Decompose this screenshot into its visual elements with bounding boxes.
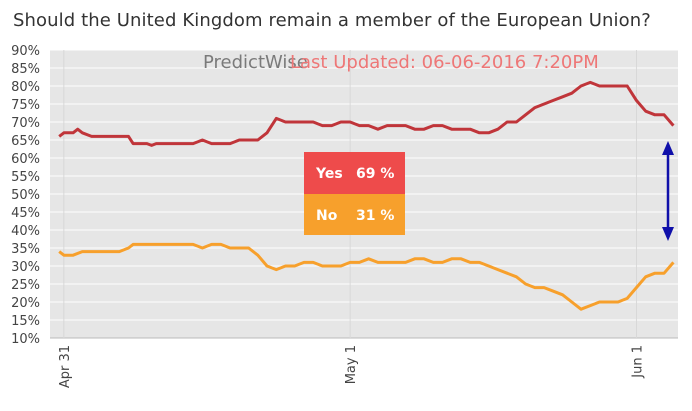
last-updated-label: Last Updated: 06-06-2016 7:20PM: [290, 52, 599, 73]
y-tick-label: 15%: [11, 314, 40, 329]
y-tick-label: 10%: [11, 332, 40, 347]
x-tick-label: May 1: [344, 345, 359, 384]
yes-box-background: [304, 152, 405, 194]
no-value: 31 %: [356, 208, 394, 224]
y-tick-label: 45%: [11, 206, 40, 221]
series-line-no: [58, 242, 675, 311]
x-axis: Apr 31 May 1 Jun 1: [58, 345, 646, 388]
yes-label: Yes: [315, 166, 343, 182]
y-tick-label: 65%: [11, 134, 40, 149]
y-tick-label: 20%: [11, 296, 40, 311]
brand-label: PredictWise: [203, 52, 308, 73]
y-tick-label: 85%: [11, 62, 40, 77]
no-box-background: [304, 194, 405, 235]
y-tick-label: 50%: [11, 188, 40, 203]
series-lines: [58, 80, 675, 311]
no-box: No 31 %: [304, 194, 405, 235]
yes-box: Yes 69 %: [304, 152, 405, 194]
y-tick-label: 25%: [11, 278, 40, 293]
y-tick-label: 60%: [11, 152, 40, 167]
gap-arrow-up-head: [662, 141, 674, 155]
gap-arrow-down-head: [662, 227, 674, 241]
y-tick-label: 40%: [11, 224, 40, 239]
y-tick-label: 55%: [11, 170, 40, 185]
y-tick-label: 70%: [11, 116, 40, 131]
y-tick-label: 30%: [11, 260, 40, 275]
x-tick-label: Jun 1: [630, 345, 645, 379]
no-label: No: [316, 208, 338, 224]
y-axis: 10% 15% 20% 25% 30% 35% 40% 45% 50% 55% 60% 65% 70% 7…: [11, 44, 40, 347]
y-tick-label: 80%: [11, 80, 40, 95]
gap-arrow: [662, 141, 674, 241]
y-tick-label: 75%: [11, 98, 40, 113]
series-line-yes: [58, 80, 675, 147]
y-tick-label: 90%: [11, 44, 40, 59]
chart-title: Should the United Kingdom remain a membe…: [13, 10, 651, 31]
yes-value: 69 %: [356, 166, 394, 182]
x-tick-label: Apr 31: [58, 345, 73, 388]
y-tick-label: 35%: [11, 242, 40, 257]
